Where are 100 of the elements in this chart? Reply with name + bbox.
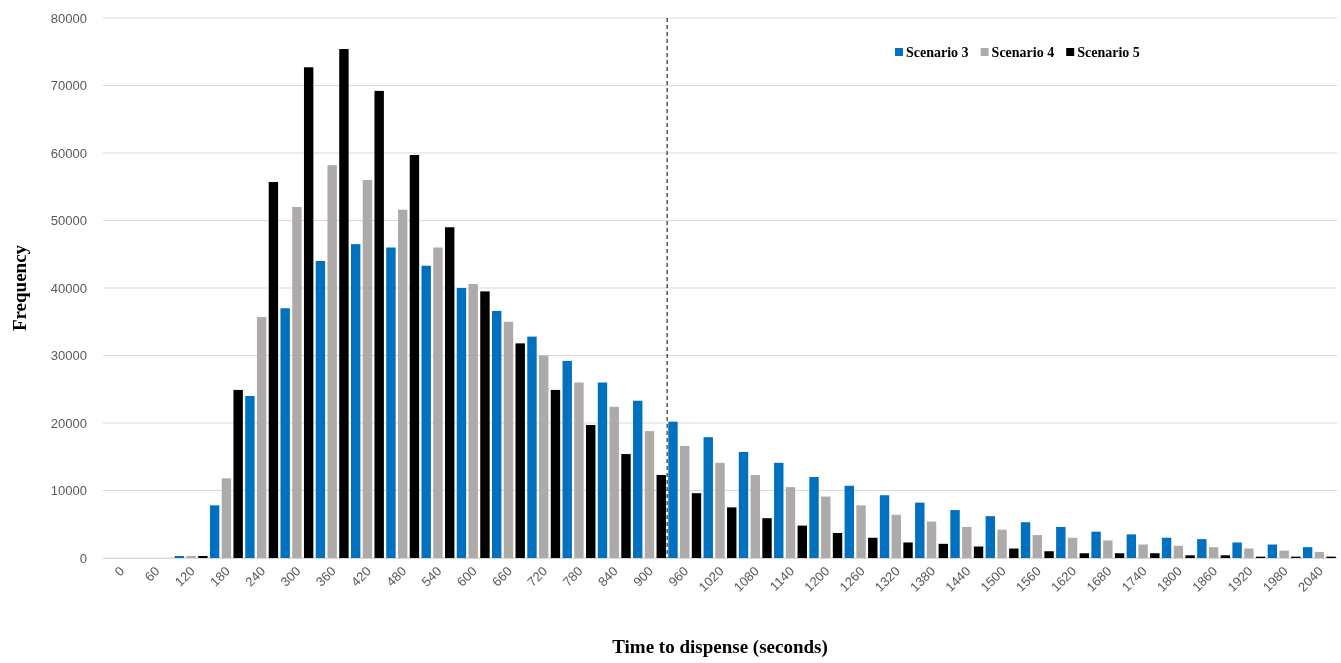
bar <box>409 155 420 558</box>
x-tick-label: 540 <box>418 563 445 590</box>
legend-label: Scenario 4 <box>991 45 1055 60</box>
x-tick-label: 840 <box>594 563 621 590</box>
bar <box>797 525 807 558</box>
x-tick-label: 180 <box>207 563 234 590</box>
bar <box>1032 535 1043 558</box>
y-tick-label: 50000 <box>50 213 87 229</box>
bar <box>221 478 232 558</box>
bar <box>680 445 690 558</box>
y-tick-label: 80000 <box>50 10 87 26</box>
bar <box>1126 534 1137 558</box>
bar <box>186 555 196 558</box>
y-axis-title: Frequency <box>9 244 30 332</box>
bar <box>550 389 561 558</box>
bar <box>433 247 443 558</box>
bar <box>1232 542 1242 558</box>
bar <box>492 310 502 558</box>
bar <box>1056 526 1066 558</box>
bar <box>762 518 772 558</box>
x-tick-label: 780 <box>559 563 586 590</box>
bar <box>1009 548 1019 558</box>
bar <box>727 507 737 558</box>
x-tick-label: 900 <box>630 563 657 590</box>
bar <box>738 452 749 558</box>
bar <box>468 283 478 558</box>
bar <box>1302 547 1313 558</box>
bar <box>1114 553 1125 558</box>
x-tick-label: 960 <box>665 563 692 590</box>
bar <box>1067 537 1078 558</box>
bar <box>374 90 384 558</box>
bar <box>527 336 537 558</box>
bar <box>1244 548 1254 558</box>
bar <box>1220 555 1231 558</box>
bar <box>198 555 208 558</box>
y-tick-label: 10000 <box>50 483 87 499</box>
x-tick-label: 300 <box>277 563 304 590</box>
bar <box>562 360 572 558</box>
bar <box>644 431 655 558</box>
bar <box>1197 539 1207 558</box>
bar <box>209 505 220 558</box>
legend-label: Scenario 3 <box>906 45 969 60</box>
x-axis-title: Time to dispense (seconds) <box>612 636 828 658</box>
x-tick-label: 660 <box>489 563 516 590</box>
bar <box>539 355 549 558</box>
bar <box>868 537 878 558</box>
bar <box>844 485 854 558</box>
bar <box>809 477 819 558</box>
bar <box>1208 547 1219 558</box>
bar <box>668 421 678 558</box>
bar <box>174 555 185 558</box>
bar <box>280 308 290 558</box>
x-tick-label: 420 <box>348 563 375 590</box>
x-tick-label: 240 <box>242 563 269 590</box>
bar <box>856 505 866 558</box>
bar <box>350 244 361 558</box>
bar <box>292 207 302 558</box>
bar <box>256 317 267 558</box>
bar <box>1267 544 1278 558</box>
bar <box>1185 555 1195 558</box>
bar <box>997 529 1007 558</box>
bar <box>397 209 408 558</box>
bar <box>962 526 972 558</box>
bar <box>633 400 643 558</box>
legend-label: Scenario 5 <box>1077 45 1140 60</box>
y-tick-label: 60000 <box>50 145 87 161</box>
bar <box>821 496 831 558</box>
bar <box>1279 550 1289 558</box>
bar <box>785 487 796 558</box>
x-tick-label: 120 <box>171 563 198 590</box>
y-tick-label: 40000 <box>50 280 87 296</box>
bar <box>503 321 514 558</box>
bar <box>1091 531 1101 558</box>
bar <box>480 291 490 558</box>
bar <box>973 546 984 558</box>
x-tick-label: 0 <box>111 563 128 580</box>
bar <box>1150 553 1160 558</box>
bar <box>926 521 937 558</box>
bar <box>915 502 925 558</box>
bar <box>386 247 396 558</box>
bar <box>574 382 584 558</box>
bar <box>303 67 314 558</box>
bar <box>1079 553 1090 558</box>
y-tick-label: 0 <box>79 550 87 566</box>
bar <box>362 180 373 558</box>
bar <box>268 182 279 558</box>
bar <box>703 437 713 558</box>
bar <box>1044 551 1054 558</box>
bar <box>691 493 702 558</box>
bar <box>609 406 619 558</box>
x-tick-label: 480 <box>383 563 410 590</box>
bar <box>832 533 843 558</box>
y-tick-label: 30000 <box>50 348 87 364</box>
y-tick-label: 20000 <box>50 415 87 431</box>
bar <box>985 516 996 558</box>
bar <box>233 389 243 558</box>
bar <box>1138 544 1148 558</box>
x-tick-label: 600 <box>453 563 480 590</box>
bar <box>456 288 467 558</box>
bar <box>327 165 337 558</box>
